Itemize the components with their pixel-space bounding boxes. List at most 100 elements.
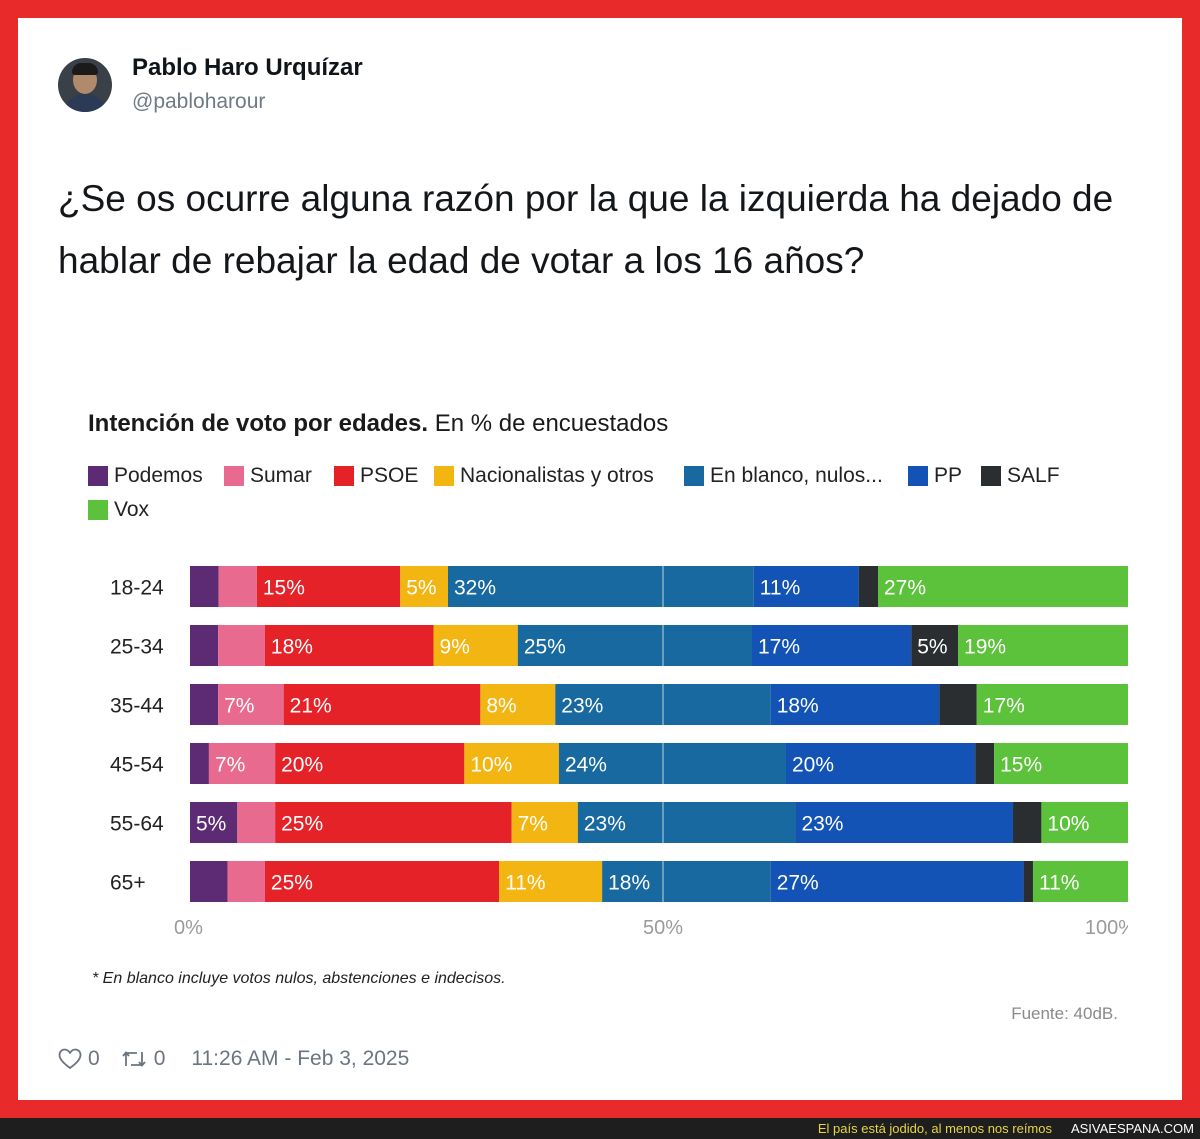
data-label: 11% [505, 872, 545, 895]
bar-segment [878, 566, 1128, 607]
bar-segment [976, 684, 1128, 725]
chart-title: Intención de voto por edades. [88, 410, 429, 437]
x-tick-label: 100% [1085, 917, 1128, 939]
legend-item-salf: SALF [981, 464, 1060, 488]
stacked-bar-chart: 18-24 15% 5% 32% 11% 27% 25-34 18% 9% 25% 17% 5% 19%… [110, 560, 1128, 939]
bar-segment [753, 566, 859, 607]
bar-segment [190, 802, 238, 843]
data-label: 21% [290, 695, 332, 718]
bar-segment [218, 625, 265, 666]
legend-item-psoe: PSOE [334, 464, 418, 488]
chart-image[interactable]: Intención de voto por edades. En % de en… [88, 406, 1128, 1046]
data-label: 23% [584, 813, 626, 836]
data-label: 27% [884, 577, 926, 600]
chart-source: Fuente: 40dB. [1011, 1004, 1118, 1023]
like-button[interactable]: 0 [58, 1047, 100, 1071]
legend-swatch [88, 500, 108, 520]
legend-item-vox: Vox [88, 498, 149, 522]
category-label: 65+ [110, 872, 146, 895]
bar-segment [275, 743, 465, 784]
like-count: 0 [88, 1047, 100, 1070]
category-label: 45-54 [110, 754, 164, 777]
bar-segment [190, 684, 219, 725]
data-label: 17% [758, 636, 800, 659]
data-label: 11% [760, 577, 800, 600]
legend-swatch [434, 466, 454, 486]
data-label: 7% [224, 695, 254, 718]
data-label: 25% [271, 872, 313, 895]
legend-item-sumar: Sumar [224, 464, 312, 488]
bar-segment [237, 802, 276, 843]
data-label: 11% [1039, 872, 1079, 895]
legend-item-nacionalistas-y-otros: Nacionalistas y otros [434, 464, 654, 488]
data-label: 23% [801, 813, 843, 836]
data-label: 7% [215, 754, 245, 777]
data-label: 5% [196, 813, 226, 836]
legend-label: Podemos [114, 464, 203, 487]
legend-item-pp: PP [908, 464, 962, 488]
legend-label: Nacionalistas y otros [460, 464, 654, 487]
bar-segment [218, 566, 257, 607]
tweet-text: ¿Se os ocurre alguna razón por la que la… [58, 178, 1114, 281]
data-label: 8% [486, 695, 516, 718]
retweet-button[interactable]: 0 [120, 1047, 165, 1071]
bar-segment [400, 566, 448, 607]
x-tick-label: 50% [643, 917, 683, 939]
bar-segment [770, 684, 940, 725]
legend-swatch [908, 466, 928, 486]
bar-segment [975, 743, 995, 784]
bar-segment [795, 802, 1014, 843]
legend-label: Sumar [250, 464, 312, 487]
data-label: 20% [792, 754, 834, 777]
bar-segment [517, 625, 752, 666]
data-label: 23% [561, 695, 603, 718]
legend-label: PSOE [360, 464, 419, 487]
bar-segment [911, 625, 959, 666]
legend-label: PP [934, 464, 963, 487]
bar-segment [190, 566, 219, 607]
data-label: 5% [406, 577, 436, 600]
author-handle[interactable]: @pabloharour [132, 90, 266, 113]
data-label: 25% [524, 636, 566, 659]
bar-segment [602, 861, 771, 902]
legend-swatch [684, 466, 704, 486]
avatar[interactable] [58, 58, 112, 112]
bar-segment [751, 625, 912, 666]
bar-segment [264, 625, 434, 666]
bar-segment [1041, 802, 1128, 843]
bar-segment [994, 743, 1128, 784]
bar-segment [190, 861, 228, 902]
bar-segment [558, 743, 786, 784]
data-label: 24% [565, 754, 607, 777]
data-label: 19% [964, 636, 1006, 659]
chart-footnote: * En blanco incluye votos nulos, abstenc… [92, 970, 506, 987]
data-label: 25% [281, 813, 323, 836]
bar-segment [1023, 861, 1033, 902]
bar-segment [1032, 861, 1128, 902]
banner-site[interactable]: ASIVAESPANA.COM [1070, 1121, 1194, 1136]
bar-segment [958, 625, 1128, 666]
bar-segment [433, 625, 518, 666]
bar-segment [499, 861, 603, 902]
bar-segment [858, 566, 878, 607]
category-label: 35-44 [110, 695, 164, 718]
author-name[interactable]: Pablo Haro Urquízar [132, 54, 363, 81]
bar-segment [480, 684, 556, 725]
bar-segment [275, 802, 512, 843]
bar-segment [1013, 802, 1042, 843]
data-label: 20% [281, 754, 323, 777]
legend-swatch [88, 466, 108, 486]
bar-segment [448, 566, 754, 607]
bar-segment [785, 743, 976, 784]
bar-segment [218, 684, 284, 725]
data-label: 5% [917, 636, 947, 659]
bar-segment [208, 743, 276, 784]
footer-banner: El país está jodido, al menos nos reímos… [0, 1118, 1200, 1139]
chart-subtitle: En % de encuestados [434, 410, 669, 437]
tweet-actions: 0 0 11:26 AM - Feb 3, 2025 [58, 1044, 409, 1074]
tweet-timestamp[interactable]: 11:26 AM - Feb 3, 2025 [191, 1047, 410, 1070]
heart-icon [58, 1048, 82, 1070]
data-label: 18% [608, 872, 650, 895]
data-label: 18% [271, 636, 313, 659]
legend-swatch [224, 466, 244, 486]
